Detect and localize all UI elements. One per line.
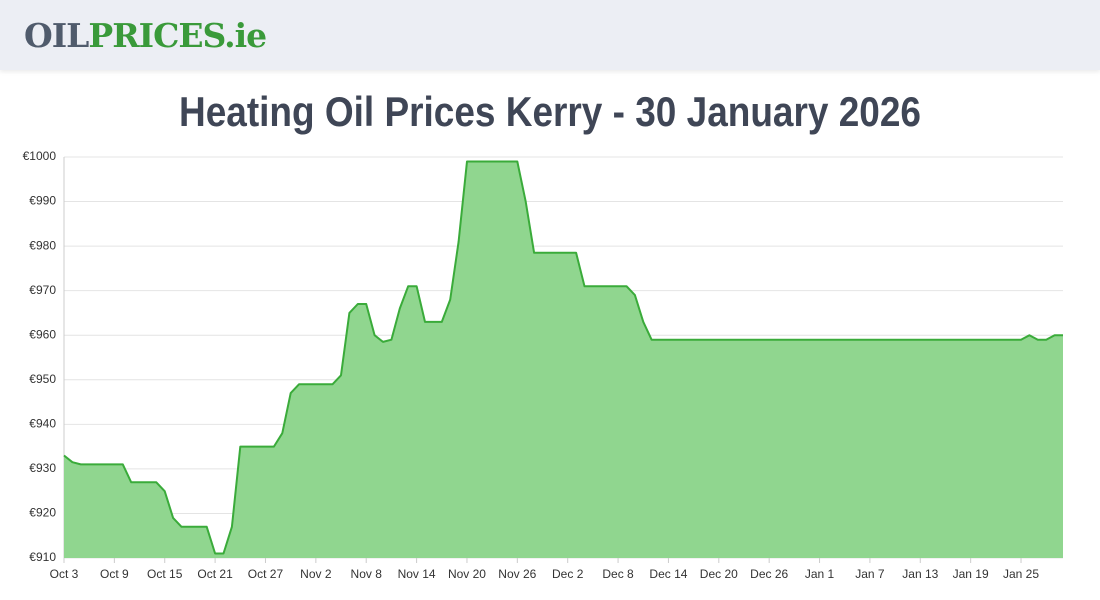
- x-tick-label: Oct 3: [50, 567, 79, 581]
- x-tick-label: Dec 2: [552, 567, 584, 581]
- x-tick-label: Oct 9: [100, 567, 129, 581]
- x-tick-label: Dec 14: [649, 567, 687, 581]
- x-tick-label: Jan 1: [805, 567, 835, 581]
- y-tick-label: €920: [29, 506, 56, 520]
- x-tick-label: Nov 8: [351, 567, 383, 581]
- y-tick-label: €940: [29, 417, 56, 431]
- x-tick-label: Dec 20: [700, 567, 738, 581]
- y-tick-label: €950: [29, 372, 56, 386]
- x-tick-label: Oct 15: [147, 567, 183, 581]
- logo-part: PRICES.ie: [88, 16, 267, 55]
- x-tick-label: Jan 7: [855, 567, 885, 581]
- x-tick-label: Oct 27: [248, 567, 284, 581]
- logo[interactable]: OILPRICES.ie: [24, 16, 267, 55]
- y-tick-label: €930: [29, 461, 56, 475]
- x-tick-label: Nov 26: [498, 567, 536, 581]
- line: [63, 160, 1063, 555]
- x-tick-label: Dec 26: [750, 567, 788, 581]
- chart-title: Heating Oil Prices Kerry - 30 January 20…: [179, 88, 921, 135]
- area: [64, 161, 1063, 558]
- header: OILPRICES.ie: [0, 0, 1100, 70]
- y-tick-label: €970: [29, 283, 56, 297]
- chart: Heating Oil Prices Kerry - 30 January 20…: [23, 88, 1063, 581]
- x-tick-label: Jan 25: [1003, 567, 1039, 581]
- x-tick-label: Nov 2: [300, 567, 332, 581]
- y-tick-label: €1000: [23, 149, 57, 163]
- x-tick-label: Jan 13: [902, 567, 938, 581]
- y-tick-label: €960: [29, 327, 56, 341]
- y-tick-label: €980: [29, 238, 56, 252]
- x-tick-label: Jan 19: [953, 567, 989, 581]
- x-tick-label: Nov 14: [398, 567, 436, 581]
- x-tick-label: Dec 8: [602, 567, 634, 581]
- logo-part: OIL: [24, 16, 89, 55]
- y-tick-label: €990: [29, 194, 56, 208]
- x-tick-label: Nov 20: [448, 567, 486, 581]
- x-tick-label: Oct 21: [197, 567, 233, 581]
- y-tick-label: €910: [29, 550, 56, 564]
